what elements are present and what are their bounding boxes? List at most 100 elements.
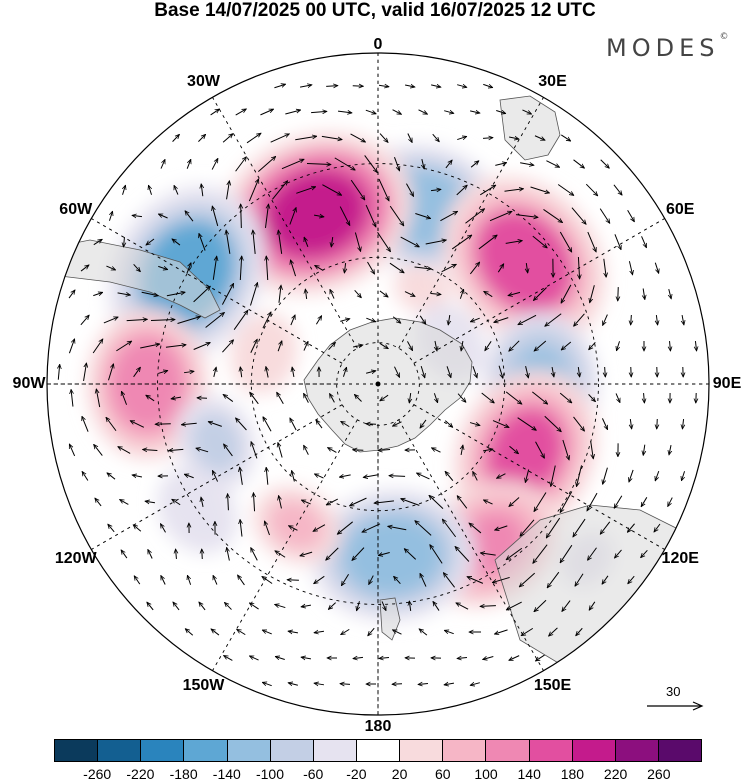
map-title: Base 14/07/2025 00 UTC, valid 16/07/2025… [154,0,596,21]
wind-vector [134,576,141,585]
wind-vector [682,418,683,429]
wind-vector [227,547,230,561]
wind-vector [549,627,558,636]
africa-outline [499,95,561,161]
wind-vector [292,367,294,378]
wind-vector [394,156,399,171]
wind-vector [121,550,128,559]
wind-vector [263,417,272,432]
wind-vector [628,261,632,275]
wind-vector [457,136,466,141]
wind-vector [469,523,482,534]
wind-vector [147,549,153,559]
wind-vector [534,340,547,351]
wind-vector [201,184,203,197]
wind-vector [392,316,401,323]
longitude-label: 90E [712,375,742,392]
longitude-label: 180 [364,718,392,735]
wind-vector [313,215,324,217]
wind-vector [314,683,325,685]
wind-vector [587,547,597,561]
wind-vector [552,366,554,377]
wind-vector [160,159,166,169]
wind-vector [58,364,59,380]
wind-vector [578,366,579,377]
wind-vector [172,499,181,506]
wind-vector [143,449,158,450]
wind-vector [304,393,309,403]
wind-vector [80,315,89,326]
colorbar-label: 20 [391,766,408,782]
wind-vector [392,421,402,427]
wind-vector [68,290,75,299]
colorbar-segment [356,740,401,761]
wind-vector [199,233,206,251]
logo-mark: © [719,32,729,42]
wind-vector [615,393,620,402]
longitude-label: 0 [373,36,383,53]
wind-vector [560,134,570,141]
wind-vector [133,525,142,532]
wind-vector [534,599,547,611]
wind-vector [560,544,573,563]
wind-vector [573,159,585,168]
wind-vector [600,159,610,168]
reference-vector-label: 30 [666,684,681,699]
wind-vector [262,576,273,584]
wind-vector [132,475,143,477]
wind-vector [601,418,609,429]
wind-vector [492,420,509,428]
wind-vector [290,260,297,277]
wind-vector [350,133,366,142]
wind-vector [343,367,346,377]
wind-vector [576,465,583,486]
wind-vector [562,600,571,612]
wind-vector [274,84,285,89]
wind-vector [362,523,381,533]
wind-vector [223,394,234,402]
wind-vector [279,496,282,509]
wind-vector [546,517,561,538]
wind-vector [422,159,424,169]
wind-vector [169,449,184,450]
wind-vector [250,339,258,353]
wind-vector [367,261,374,274]
wind-vector [631,314,632,325]
wind-vector [405,85,415,87]
wind-vector [509,497,520,507]
wind-vector [160,524,166,533]
wind-vector [166,292,185,297]
wind-vector [389,205,404,226]
wind-vector [461,340,463,351]
wind-vector [481,392,495,403]
wind-vector [480,606,496,607]
wind-vector [253,230,256,254]
wind-vector [212,256,216,280]
wind-vector [328,342,336,351]
wind-vector [432,447,441,453]
wind-vector [393,629,402,635]
wind-vector [148,185,151,195]
wind-vector [484,291,493,298]
wind-vector [442,519,457,538]
wind-vector [654,262,658,274]
wind-vector [366,317,375,322]
wind-vector [509,445,519,454]
wind-vector [366,371,376,373]
wind-vector [573,416,585,431]
wind-vector [205,313,225,328]
wind-vector [95,498,102,507]
wind-vector [187,575,192,585]
wind-vector [379,658,390,659]
wind-vector [455,547,470,562]
wind-vector [146,395,155,402]
wind-vector [465,209,484,224]
wind-vector [224,656,233,661]
anomaly-contour [350,521,436,590]
wind-vector [461,445,463,456]
wind-vector [522,109,531,115]
wind-vector [118,447,131,454]
wind-vector [107,473,116,480]
wind-vector [392,684,403,685]
colorbar-label: 60 [435,766,451,782]
